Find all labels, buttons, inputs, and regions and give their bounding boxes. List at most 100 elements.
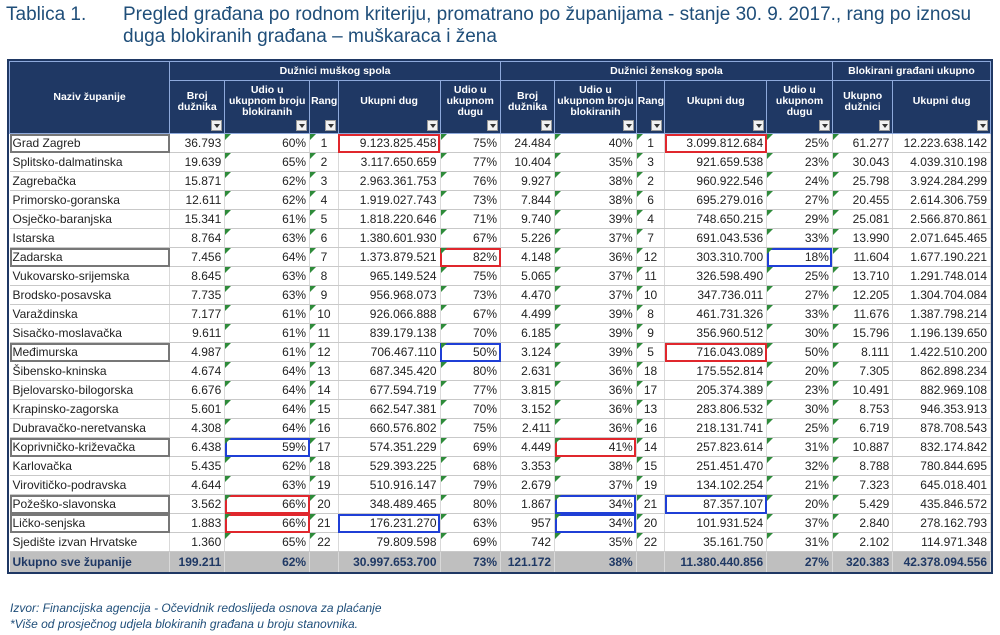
cell-male-count[interactable]: 36.793 (169, 133, 226, 153)
cell-male-share-count[interactable]: 64% (224, 418, 311, 438)
cell-total-debtors[interactable]: 15.796 (832, 323, 894, 343)
cell-total-debt[interactable]: 4.039.310.198 (892, 152, 991, 172)
cell-county[interactable]: Dubravačko-neretvanska (9, 418, 171, 438)
cell-female-rank[interactable]: 10 (636, 285, 666, 305)
cell-female-share-count[interactable]: 37% (554, 475, 637, 495)
cell-female-share-debt[interactable]: 29% (766, 209, 833, 229)
cell-female-count[interactable]: 2.631 (500, 361, 556, 381)
cell-male-rank[interactable]: 20 (309, 494, 339, 514)
header-male-share-debt[interactable]: Udio u ukupnom dugu (439, 80, 502, 134)
cell-male-rank[interactable]: 6 (309, 228, 339, 248)
cell-female-share-count[interactable]: 36% (554, 399, 637, 419)
cell-male-share-count[interactable]: 63% (224, 266, 311, 286)
cell-male-debt[interactable]: 706.467.110 (338, 342, 441, 362)
cell-total-debtors[interactable]: 61.277 (832, 133, 894, 153)
cell-male-count[interactable]: 7.456 (169, 247, 226, 267)
cell-female-share-count[interactable]: 39% (554, 323, 637, 343)
cell-county[interactable]: Primorsko-goranska (9, 190, 171, 210)
cell-male-debt[interactable]: 839.179.138 (338, 323, 441, 343)
header-male-share-count[interactable]: Udio u ukupnom broju blokiranih (224, 80, 311, 134)
cell-female-share-count[interactable]: 34% (554, 494, 637, 514)
cell-county[interactable]: Zagrebačka (9, 171, 171, 191)
cell-female-share-count[interactable]: 36% (554, 380, 637, 400)
cell-county[interactable]: Međimurska (9, 342, 171, 362)
cell-male-count[interactable]: 1.360 (169, 532, 226, 552)
cell-female-share-debt[interactable]: 30% (766, 399, 833, 419)
cell-female-share-debt[interactable]: 32% (766, 456, 833, 476)
cell-female-share-debt[interactable]: 25% (766, 266, 833, 286)
cell-total-debtors[interactable]: 10.887 (832, 437, 894, 457)
cell-male-share-debt[interactable]: 67% (440, 304, 502, 324)
cell-male-share-count[interactable]: 64% (224, 399, 311, 419)
cell-male-debt[interactable]: 1.373.879.521 (338, 247, 441, 267)
cell-female-share-count[interactable]: 39% (554, 304, 637, 324)
cell-county[interactable]: Šibensko-kninska (9, 361, 171, 381)
cell-male-share-debt[interactable]: 73% (440, 285, 502, 305)
cell-male-rank[interactable]: 1 (309, 133, 339, 153)
cell-female-count[interactable]: 742 (500, 532, 556, 552)
cell-total-debtors[interactable]: 10.491 (832, 380, 894, 400)
cell-male-rank[interactable]: 8 (309, 266, 339, 286)
cell-male-count[interactable]: 4.308 (169, 418, 226, 438)
cell-male-share-count[interactable]: 64% (224, 361, 311, 381)
cell-female-debt[interactable]: 748.650.215 (664, 209, 768, 229)
cell-male-rank[interactable]: 16 (309, 418, 339, 438)
cell-total-debt[interactable]: 12.223.638.142 (892, 133, 991, 153)
cell-male-share-debt[interactable]: 82% (440, 247, 502, 267)
cell-female-debt[interactable]: 175.552.814 (664, 361, 768, 381)
cell-total-debt[interactable]: 114.971.348 (892, 532, 991, 552)
cell-total-debtors[interactable]: 6.719 (832, 418, 894, 438)
cell-male-share-debt[interactable]: 77% (440, 380, 502, 400)
total-county[interactable]: Ukupno sve županije (9, 551, 171, 572)
cell-male-debt[interactable]: 79.809.598 (338, 532, 441, 552)
cell-female-rank[interactable]: 12 (636, 247, 666, 267)
cell-male-share-debt[interactable]: 77% (440, 152, 502, 172)
cell-male-share-count[interactable]: 62% (224, 171, 311, 191)
cell-county[interactable]: Grad Zagreb (9, 133, 171, 153)
cell-male-share-count[interactable]: 61% (224, 323, 311, 343)
cell-male-rank[interactable]: 14 (309, 380, 339, 400)
cell-female-debt[interactable]: 347.736.011 (664, 285, 768, 305)
cell-male-debt[interactable]: 574.351.229 (338, 437, 441, 457)
cell-male-count[interactable]: 4.644 (169, 475, 226, 495)
cell-female-share-debt[interactable]: 20% (766, 361, 833, 381)
cell-male-share-count[interactable]: 62% (224, 456, 311, 476)
cell-male-share-debt[interactable]: 75% (440, 133, 502, 153)
cell-male-share-debt[interactable]: 79% (440, 475, 502, 495)
cell-male-debt[interactable]: 9.123.825.458 (338, 133, 441, 153)
cell-male-count[interactable]: 15.871 (169, 171, 226, 191)
cell-county[interactable]: Brodsko-posavska (9, 285, 171, 305)
cell-female-share-debt[interactable]: 24% (766, 171, 833, 191)
cell-female-debt[interactable]: 326.598.490 (664, 266, 768, 286)
cell-county[interactable]: Bjelovarsko-bilogorska (9, 380, 171, 400)
cell-male-rank[interactable]: 17 (309, 437, 339, 457)
cell-female-debt[interactable]: 691.043.536 (664, 228, 768, 248)
cell-female-count[interactable]: 10.404 (500, 152, 556, 172)
cell-male-share-count[interactable]: 60% (224, 133, 311, 153)
filter-dropdown-icon[interactable] (753, 120, 765, 131)
cell-male-debt[interactable]: 687.345.420 (338, 361, 441, 381)
cell-total-debt[interactable]: 1.387.798.214 (892, 304, 991, 324)
cell-county[interactable]: Sjedište izvan Hrvatske (9, 532, 171, 552)
cell-male-debt[interactable]: 2.963.361.753 (338, 171, 441, 191)
cell-total-debt[interactable]: 832.174.842 (892, 437, 991, 457)
cell-total-debt[interactable]: 882.969.108 (892, 380, 991, 400)
cell-female-share-debt[interactable]: 25% (766, 133, 833, 153)
cell-total-debtors[interactable]: 2.840 (832, 513, 894, 533)
filter-dropdown-icon[interactable] (296, 120, 308, 131)
cell-male-share-count[interactable]: 66% (224, 494, 311, 514)
cell-female-rank[interactable]: 5 (636, 342, 666, 362)
cell-female-rank[interactable]: 18 (636, 361, 666, 381)
cell-female-rank[interactable]: 20 (636, 513, 666, 533)
cell-total-debt[interactable]: 278.162.793 (892, 513, 991, 533)
cell-male-count[interactable]: 8.645 (169, 266, 226, 286)
total-female-share-debt[interactable]: 27% (766, 551, 833, 572)
cell-male-share-debt[interactable]: 69% (440, 437, 502, 457)
cell-female-debt[interactable]: 205.374.389 (664, 380, 768, 400)
cell-male-count[interactable]: 9.611 (169, 323, 226, 343)
cell-county[interactable]: Vukovarsko-srijemska (9, 266, 171, 286)
cell-male-share-debt[interactable]: 70% (440, 399, 502, 419)
cell-county[interactable]: Koprivničko-križevačka (9, 437, 171, 457)
cell-total-debt[interactable]: 1.304.704.084 (892, 285, 991, 305)
cell-female-count[interactable]: 4.449 (500, 437, 556, 457)
